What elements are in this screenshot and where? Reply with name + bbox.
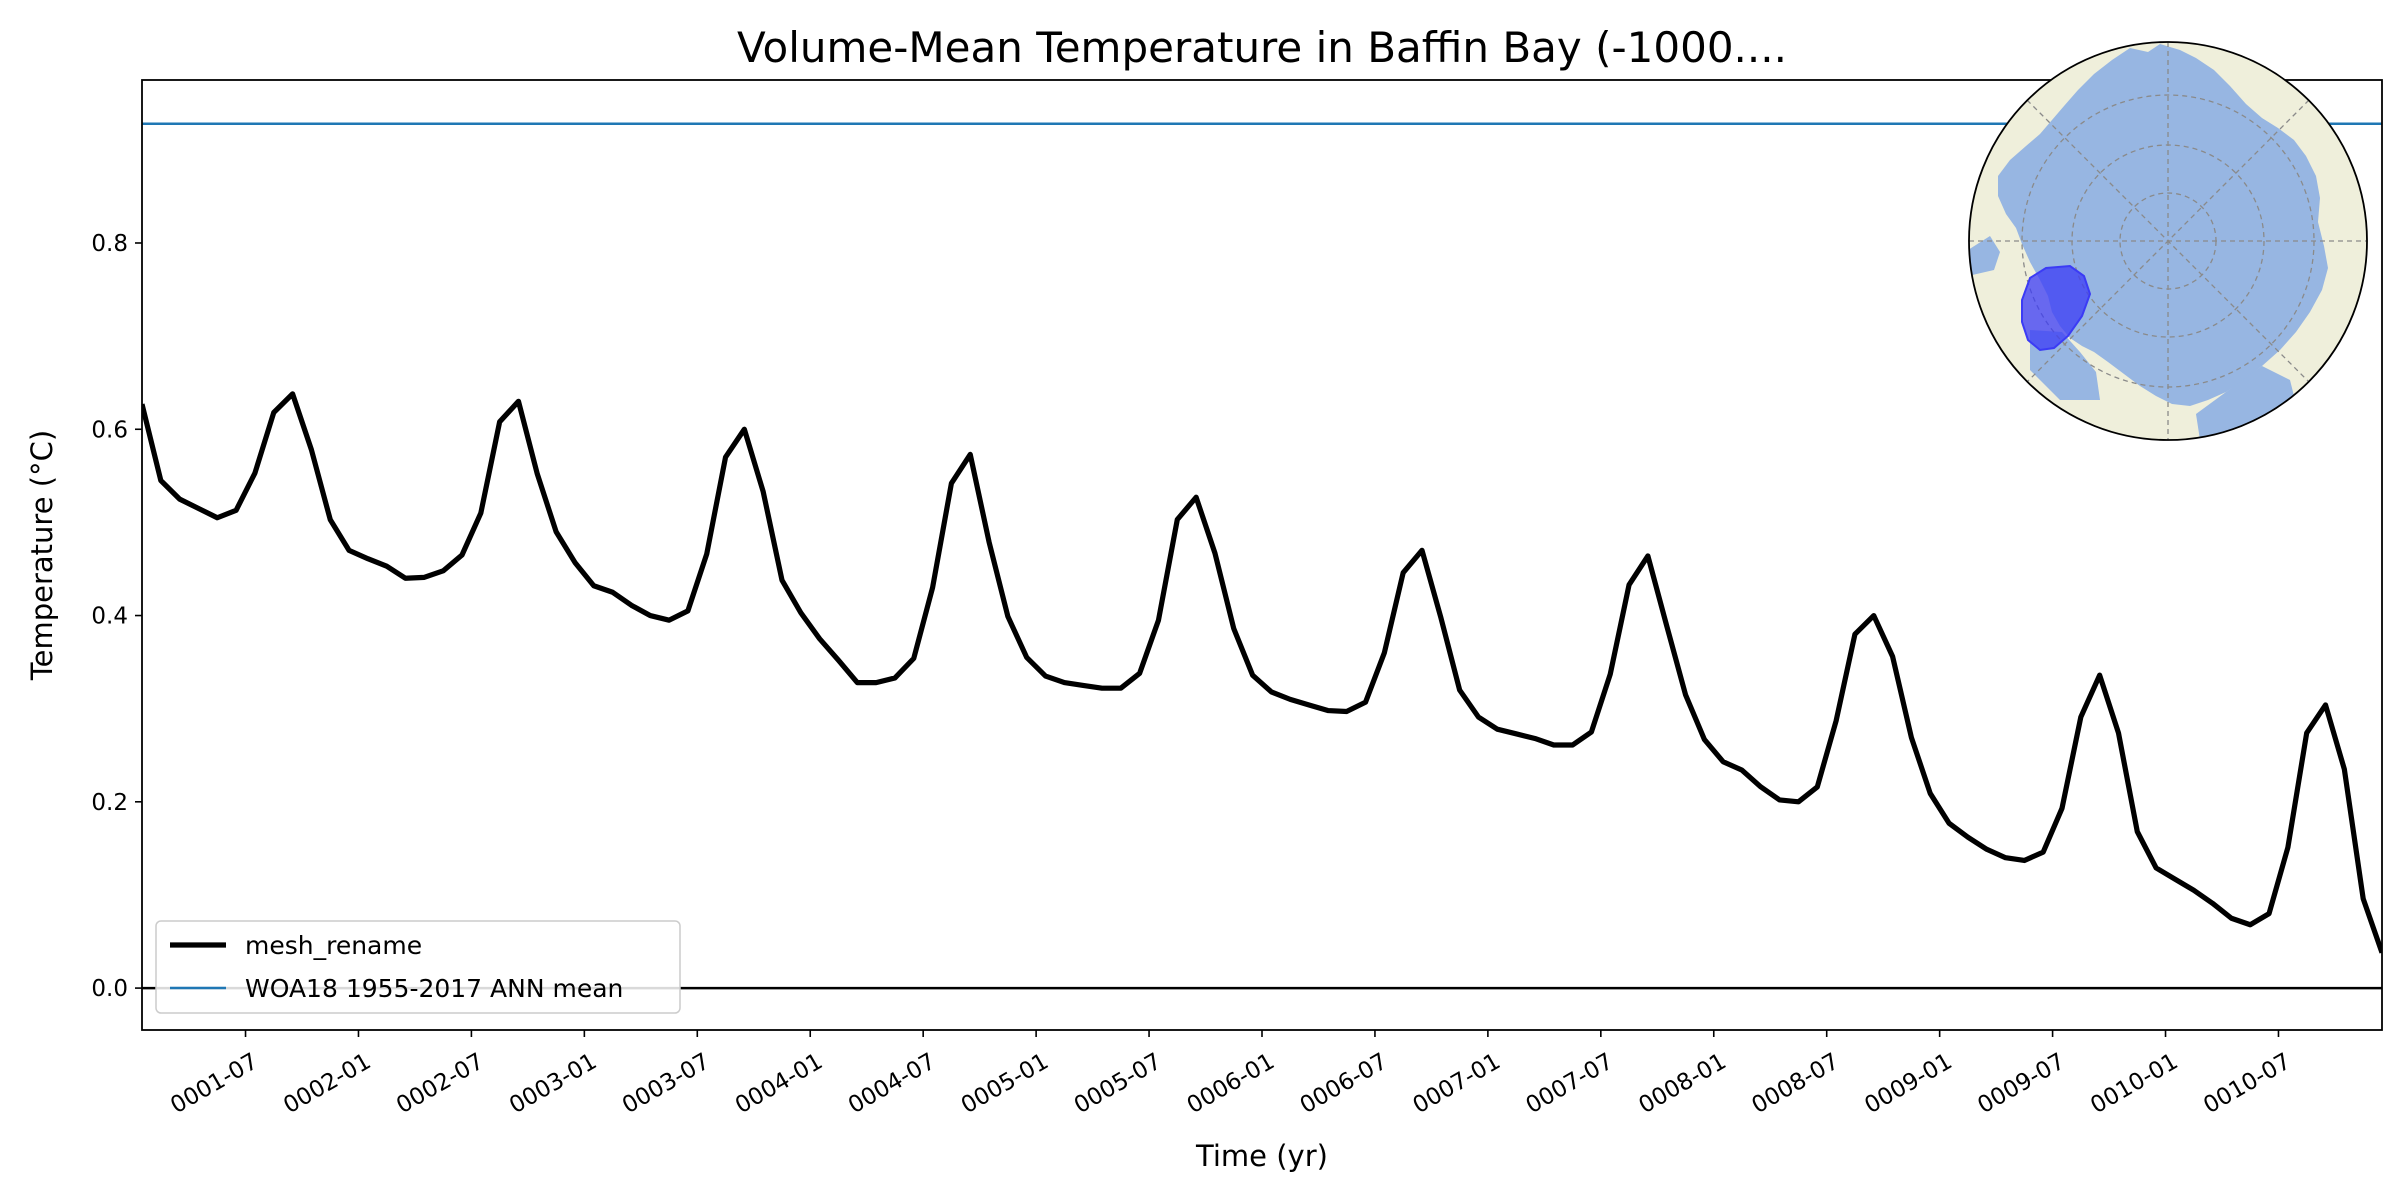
legend-label-woa18: WOA18 1955-2017 ANN mean	[245, 974, 623, 1003]
x-tick-label: 0006-01	[1183, 1049, 1279, 1120]
legend: mesh_rename WOA18 1955-2017 ANN mean	[155, 920, 681, 1014]
plot-frame	[141, 79, 2383, 1031]
legend-box	[155, 920, 681, 1014]
x-tick-label: 0010-01	[2086, 1049, 2182, 1120]
chart-title: Volume-Mean Temperature in Baffin Bay (-…	[737, 23, 1787, 72]
x-tick-label: 0007-01	[1409, 1049, 1505, 1120]
legend-label-mesh-rename: mesh_rename	[245, 931, 422, 960]
x-tick-label: 0002-01	[279, 1049, 375, 1120]
x-tick-label: 0003-01	[505, 1049, 601, 1120]
y-axis-title: Temperature (°C)	[25, 430, 59, 681]
x-tick-label: 0002-07	[392, 1049, 488, 1120]
y-tick-label: 0.6	[91, 417, 128, 443]
series-line-mesh-rename	[142, 391, 2382, 954]
y-tick-label: 0.2	[91, 790, 128, 816]
x-tick-label: 0004-01	[731, 1049, 827, 1120]
x-tick-label: 0005-01	[957, 1049, 1053, 1120]
map-ocean-west	[1969, 236, 2000, 276]
x-tick-label: 0009-07	[1973, 1049, 2069, 1120]
y-tick-label: 0.0	[91, 976, 128, 1002]
x-tick-label: 0004-07	[844, 1049, 940, 1120]
y-tick-label: 0.4	[91, 604, 128, 630]
x-tick-label: 0007-07	[1522, 1049, 1618, 1120]
x-axis-title: Time (yr)	[1195, 1139, 1328, 1173]
y-axis: 0.0 0.2 0.4 0.6 0.8	[91, 231, 142, 1002]
y-tick-label: 0.8	[91, 231, 128, 257]
region-highlight-baffin-bay	[2021, 264, 2092, 352]
x-tick-label: 0001-07	[166, 1049, 262, 1120]
x-tick-label: 0005-07	[1070, 1049, 1166, 1120]
x-tick-label: 0006-07	[1296, 1049, 1392, 1120]
map-border	[1968, 41, 2368, 441]
x-tick-label: 0010-07	[2199, 1049, 2295, 1120]
x-tick-label: 0003-07	[618, 1049, 714, 1120]
x-tick-label: 0008-07	[1747, 1049, 1843, 1120]
x-tick-label: 0008-01	[1635, 1049, 1731, 1120]
map-graticule	[1969, 42, 2367, 440]
x-axis: 0001-07 0002-01 0002-07 0003-01 0003-07 0004-…	[166, 1030, 2295, 1119]
x-tick-label: 0009-01	[1860, 1049, 1956, 1120]
inset-map	[1968, 41, 2368, 441]
